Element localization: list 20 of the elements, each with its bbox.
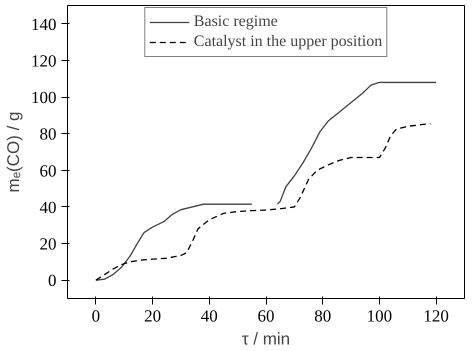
y-tick-label: 100 bbox=[31, 88, 56, 108]
x-axis-title: τ / min bbox=[242, 330, 290, 348]
legend-label: Catalyst in the upper position bbox=[194, 33, 382, 51]
x-tick-label: 40 bbox=[200, 306, 218, 326]
x-tick-label: 80 bbox=[314, 306, 332, 326]
x-tick-label: 120 bbox=[423, 306, 449, 326]
line-series bbox=[95, 122, 432, 281]
x-tick-label: 20 bbox=[144, 306, 162, 326]
y-tick-label: 120 bbox=[31, 51, 56, 70]
x-tick-label: 100 bbox=[366, 306, 392, 326]
y-tick-label: 60 bbox=[40, 161, 56, 180]
y-tick-label: 140 bbox=[31, 14, 56, 34]
y-tick-label: 20 bbox=[40, 234, 56, 254]
y-tick-label: 40 bbox=[40, 198, 56, 217]
x-tick-label: 60 bbox=[258, 306, 274, 326]
y-tick-label: 80 bbox=[40, 124, 56, 144]
y-tick-label: 0 bbox=[48, 271, 56, 290]
legend-label: Basic regime bbox=[194, 13, 278, 31]
y-axis-title: mₑ(CO) / g bbox=[4, 112, 23, 192]
x-tick-label: 0 bbox=[92, 306, 100, 326]
